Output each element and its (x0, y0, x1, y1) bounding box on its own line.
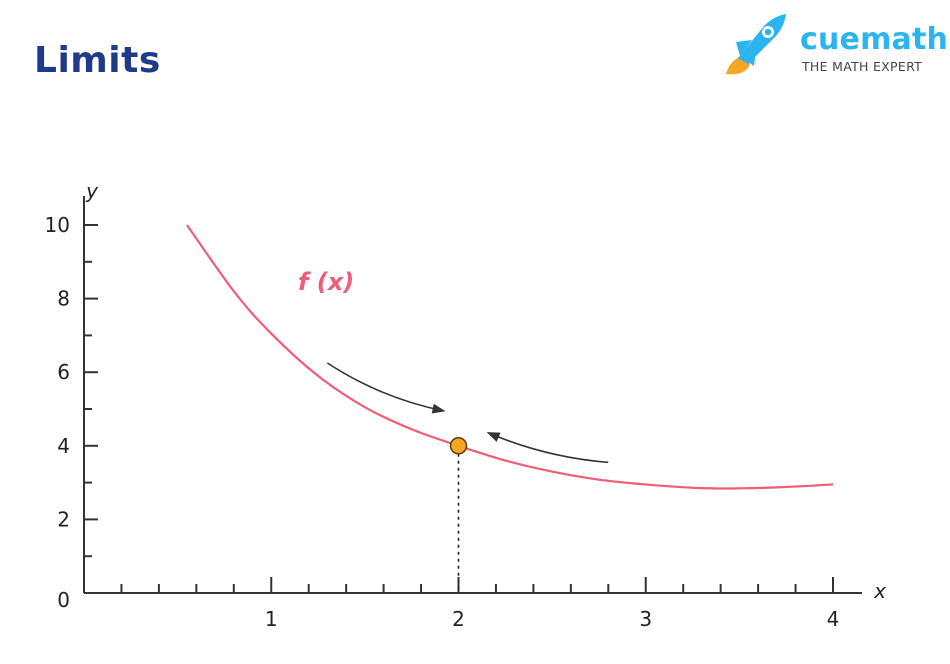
y-tick-label: 4 (57, 434, 70, 458)
x-tick-label: 3 (639, 607, 652, 631)
approach-arrow-approach-from-right (488, 432, 609, 464)
y-tick-label: 10 (45, 213, 70, 237)
series-label: f (x) (298, 268, 354, 296)
brand-name-part2: math (860, 22, 949, 57)
y-axis-label: y (85, 179, 99, 203)
limit-point (449, 437, 468, 455)
x-axis-label: x (873, 579, 886, 603)
approach-arrow-approach-from-left (326, 362, 444, 412)
x-tick-label: 2 (452, 607, 465, 631)
brand-logo: cuemath THE MATH EXPERT (716, 12, 948, 82)
rocket-icon (726, 14, 786, 75)
y-tick-label: 6 (57, 360, 70, 384)
curve-layer (186, 224, 834, 490)
x-tick-label: 1 (265, 607, 278, 631)
point-layer (449, 437, 468, 455)
y-tick-label: 0 (57, 588, 70, 612)
y-tick-label: 2 (57, 507, 70, 531)
axes-layer: 1 2 3 4 0 2 4 6 8 10 (45, 196, 862, 631)
series-line (186, 224, 834, 490)
arrow-layer (326, 362, 609, 464)
arrow-head (486, 432, 501, 442)
brand-name-part1: cue (800, 22, 861, 57)
x-tick-label: 4 (827, 607, 840, 631)
brand-name: cuemath (800, 22, 948, 57)
arrow-head (431, 403, 446, 414)
page-title: Limits (34, 40, 161, 81)
brand-tagline: THE MATH EXPERT (802, 59, 923, 74)
label-layer: x y f (x) (85, 179, 886, 603)
y-tick-label: 8 (57, 287, 70, 311)
